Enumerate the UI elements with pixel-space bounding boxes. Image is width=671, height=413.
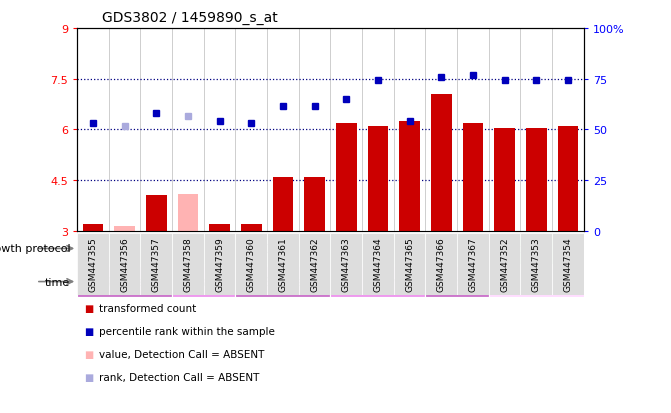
Bar [552,233,584,295]
Text: ■: ■ [84,326,93,336]
Text: GSM447355: GSM447355 [89,236,97,291]
Text: GSM447366: GSM447366 [437,236,446,291]
Text: rank, Detection Call = ABSENT: rank, Detection Call = ABSENT [99,372,259,382]
Bar [457,233,488,295]
Bar [272,177,293,231]
Text: control: control [516,242,557,255]
Bar [299,233,330,295]
Text: DMSO: DMSO [265,242,301,255]
Bar [140,233,172,295]
Text: ■: ■ [84,372,93,382]
Bar [305,177,325,231]
Bar [431,95,452,231]
Bar [236,266,330,297]
Bar [178,194,198,231]
Bar [558,127,578,231]
Bar [241,225,262,231]
Bar [172,266,236,297]
Bar [114,226,135,231]
Bar [109,233,140,295]
Bar [526,128,547,231]
Bar [495,128,515,231]
Text: GSM447358: GSM447358 [183,236,193,291]
Bar [425,266,488,297]
Text: GSM447362: GSM447362 [310,236,319,291]
Text: GSM447365: GSM447365 [405,236,414,291]
Text: 8 days: 8 days [264,275,303,288]
Bar [204,233,236,295]
Text: GSM447359: GSM447359 [215,236,224,291]
Bar [425,233,457,295]
Bar [463,123,483,231]
Bar [521,233,552,295]
Text: 6 days: 6 days [185,275,223,288]
Text: 4 days: 4 days [105,275,144,288]
Bar [488,266,584,297]
Text: GSM447357: GSM447357 [152,236,161,291]
Bar [77,233,109,295]
Bar [368,127,389,231]
Bar [77,266,172,297]
Bar [172,233,204,295]
Bar [330,266,425,297]
Text: GSM447367: GSM447367 [468,236,478,291]
Text: GSM447356: GSM447356 [120,236,129,291]
Text: 12 days: 12 days [434,275,480,288]
Bar [146,196,166,231]
Text: GSM447352: GSM447352 [500,236,509,291]
Text: GSM447354: GSM447354 [564,236,572,291]
Text: GSM447364: GSM447364 [374,236,382,291]
Bar [236,233,267,295]
Bar [83,225,103,231]
Text: GSM447360: GSM447360 [247,236,256,291]
Text: GSM447363: GSM447363 [342,236,351,291]
Bar [336,123,356,231]
Text: n/a: n/a [527,275,546,288]
Text: transformed count: transformed count [99,304,196,313]
Text: GDS3802 / 1459890_s_at: GDS3802 / 1459890_s_at [103,11,278,25]
Bar [330,233,362,295]
Bar [77,233,488,264]
Text: GSM447361: GSM447361 [278,236,287,291]
Bar [394,233,425,295]
Text: value, Detection Call = ABSENT: value, Detection Call = ABSENT [99,349,264,359]
Text: GSM447353: GSM447353 [532,236,541,291]
Bar [488,233,521,295]
Text: time: time [45,277,70,287]
Text: percentile rank within the sample: percentile rank within the sample [99,326,274,336]
Text: ■: ■ [84,349,93,359]
Bar [399,122,420,231]
Text: growth protocol: growth protocol [0,244,70,254]
Bar [488,233,584,264]
Bar [209,225,230,231]
Text: ■: ■ [84,304,93,313]
Bar [267,233,299,295]
Text: 10 days: 10 days [355,275,401,288]
Bar [362,233,394,295]
